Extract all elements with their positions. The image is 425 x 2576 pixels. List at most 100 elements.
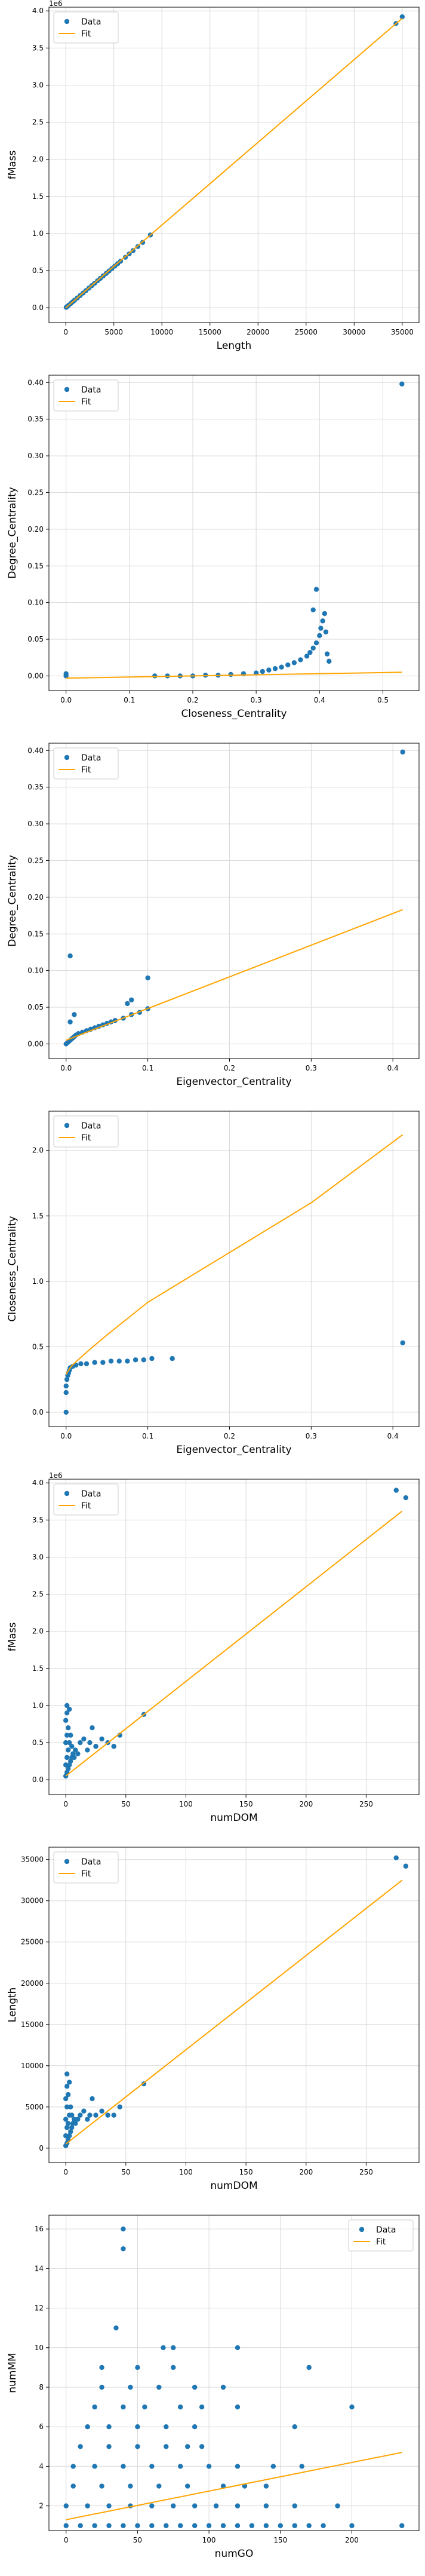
y-tick-label: 2.5 (32, 1590, 44, 1599)
grid (49, 375, 419, 691)
y-tick-label: 0.35 (27, 783, 44, 792)
data-point (67, 1740, 72, 1746)
legend-box (53, 1851, 119, 1884)
y-tick-label: 0.5 (32, 266, 44, 275)
y-tick-label: 20000 (21, 1979, 44, 1988)
data-point (292, 2523, 297, 2528)
data-point (99, 2365, 104, 2370)
data-point (263, 2523, 269, 2528)
data-point (292, 2424, 297, 2430)
data-point (87, 1740, 93, 1746)
grid (49, 2215, 419, 2531)
y-tick-label: 0.40 (27, 746, 44, 755)
x-tick-label: 0.5 (377, 696, 389, 704)
data-point (108, 1358, 114, 1364)
legend-data-swatch (64, 755, 70, 760)
x-tick-label: 0 (63, 2168, 68, 2176)
data-points (63, 1340, 405, 1415)
y-tick-label: 25000 (21, 1938, 44, 1946)
data-point (310, 607, 316, 613)
data-point (63, 671, 69, 676)
data-points (63, 1855, 409, 2148)
data-point (93, 1744, 98, 1749)
data-point (92, 2464, 97, 2469)
x-tick-label: 25000 (295, 328, 318, 336)
plot-frame (48, 743, 420, 1059)
data-point (220, 2384, 226, 2390)
data-point (106, 2444, 112, 2449)
data-point (69, 2125, 75, 2130)
fit-line (65, 17, 403, 308)
data-point (399, 2523, 405, 2528)
data-point (263, 2483, 269, 2489)
data-point (306, 2365, 312, 2370)
data-point (128, 2384, 133, 2390)
legend-label: Data (81, 385, 101, 395)
data-point (105, 2112, 110, 2118)
data-point (121, 2246, 126, 2252)
y-tick-label: 0.35 (27, 415, 44, 424)
offset-label: 1e6 (49, 1471, 63, 1480)
data-point (206, 2523, 212, 2528)
data-point (92, 2523, 97, 2528)
data-point (113, 2325, 119, 2330)
data-point (164, 2523, 169, 2528)
chart-panel: 0 50 100 150 200 250 0 5000 10000 15000 20000 25000… (7, 1847, 420, 2192)
data-point (64, 2084, 70, 2089)
data-point (99, 2108, 104, 2114)
data-point (78, 2112, 83, 2118)
data-point (125, 1001, 130, 1007)
data-point (68, 1732, 73, 1738)
y-tick-label: 0.15 (27, 930, 44, 938)
y-tick-label: 16 (35, 2225, 44, 2233)
data-point (99, 1736, 104, 1742)
data-point (81, 1736, 87, 1742)
data-point (178, 2464, 183, 2469)
legend: Data Fit (53, 747, 119, 780)
y-tick-label: 3.0 (32, 1553, 44, 1561)
data-point (285, 662, 291, 668)
x-tick-label: 100 (202, 2536, 216, 2544)
y-axis-label: Length (7, 1988, 19, 2023)
data-point (121, 2464, 126, 2469)
data-point (349, 2404, 355, 2410)
data-point (393, 1488, 399, 1493)
data-point (128, 2483, 133, 2489)
legend-data-swatch (64, 1859, 70, 1864)
data-point (324, 651, 330, 657)
data-point (85, 1747, 90, 1753)
data-point (249, 2523, 255, 2528)
x-axis-label: numDOM (210, 1812, 257, 1824)
data-point (90, 2096, 95, 2102)
data-points (63, 749, 405, 1047)
legend: Data Fit (53, 1483, 119, 1516)
data-point (111, 1744, 116, 1749)
legend-label: Data (81, 1489, 101, 1499)
data-point (72, 1755, 77, 1761)
data-point (99, 2384, 104, 2390)
data-point (72, 1012, 77, 1017)
x-tick-label: 0.0 (60, 696, 72, 704)
data-point (90, 1725, 95, 1731)
data-point (141, 1357, 146, 1363)
data-point (335, 2503, 340, 2508)
y-tick-label: 1.0 (32, 229, 44, 238)
data-point (149, 2523, 155, 2528)
data-point (125, 1358, 130, 1364)
x-tick-label: 0 (63, 328, 68, 336)
legend: Data Fit (53, 11, 119, 44)
data-point (75, 2117, 81, 2122)
data-point (70, 2483, 76, 2489)
y-axis-label: Closeness_Centrality (7, 1216, 19, 1321)
data-point (399, 381, 405, 387)
y-tick-label: 2 (39, 2502, 44, 2510)
x-tick-label: 200 (299, 2168, 313, 2176)
data-point (92, 1360, 97, 1365)
grid (49, 743, 419, 1059)
data-point (192, 2384, 198, 2390)
y-tick-label: 2.0 (32, 1627, 44, 1636)
data-point (403, 1495, 409, 1501)
legend-label: Fit (81, 1869, 91, 1879)
data-point (116, 1358, 122, 1364)
data-point (260, 668, 265, 674)
